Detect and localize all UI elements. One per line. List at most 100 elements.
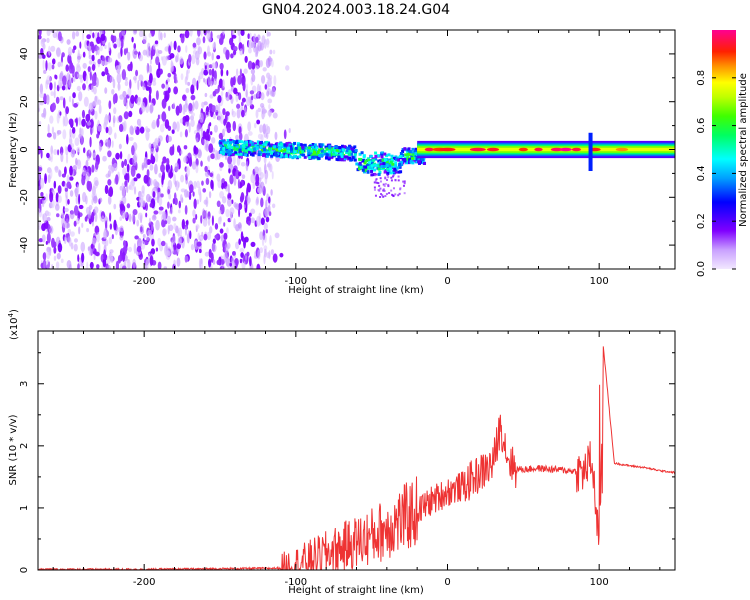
spectrogram-cell [282,152,286,156]
spectrogram-cell [168,224,174,232]
spectrogram-cell [278,144,282,148]
spectrogram-cell [102,231,108,240]
y-tick-label: 1 [19,505,30,511]
spectrogram-cell [267,98,273,104]
spectrogram-cell [351,156,355,160]
spectrogram-cell [198,258,202,269]
spectrogram-cell [126,134,129,145]
spectrogram-cell [174,76,177,83]
spectrogram-cell [71,98,74,107]
spectrogram-cell [201,101,205,108]
spectrogram-cell [246,83,249,91]
spectrogram-cell [211,215,214,226]
spectrogram-cell [202,130,206,140]
spectrogram-cell [240,162,246,167]
spectrogram-cell [258,41,261,46]
spectrogram-cell [315,146,319,150]
spectrogram-cell [334,145,338,149]
spectrogram-cell [54,165,59,173]
spectrogram-cell [389,167,393,171]
spectrogram-cell [124,211,128,219]
spectrogram-cell [379,163,383,167]
spectrogram-cell [82,51,86,58]
spectrogram-cell [385,163,389,167]
spectrogram-cell [234,141,238,145]
spectrogram-cell [268,144,272,148]
spectrogram-cell [204,210,208,221]
spectrogram-cell [341,148,345,152]
spectrogram-cell [82,191,87,203]
spectrogram-cell [216,259,221,265]
spectrogram-cell [190,243,195,251]
spectrogram-cell [246,145,250,149]
spectrogram-cell [190,84,195,95]
spectrogram-cell [224,141,228,145]
spectrogram-cell [193,180,197,190]
spectrogram-cell [377,172,381,176]
spectrogram-cell [407,152,411,156]
spectrogram-cell [251,143,255,147]
spectrogram-cell [407,161,411,165]
spectrogram-cell [294,155,298,159]
spectrogram-cell [318,153,322,157]
spectrogram-cell [351,147,355,151]
spectrogram-cell [89,118,94,129]
spectrogram-cell [153,210,159,215]
spectrogram-cell [287,146,291,150]
spectrogram-cell [218,210,222,215]
y-tick-label: -40 [19,237,30,253]
spectrogram-cell [229,151,233,155]
spectrogram-cell [285,65,290,71]
spectrogram-cell [55,96,60,104]
spectrogram-cell [93,206,99,214]
spectrogram-cell [186,69,190,74]
spectrogram-cell [169,53,175,59]
spectrogram-cell [76,63,81,68]
spectrogram-cell [214,104,219,113]
spectrogram-cell [225,111,230,117]
spectrogram-cell [76,217,80,225]
spectrogram-cell [130,166,136,177]
spectrogram-cell [369,166,373,170]
spectrogram-cell [53,81,57,91]
spectrogram-cell [382,189,385,192]
spectrogram-cell [46,152,50,159]
spectrogram-cell [190,119,195,128]
spectrogram-cell [68,51,72,57]
spectrogram-cell [194,100,199,110]
spectrogram-cell [191,54,196,65]
spectrogram-cell [334,151,338,155]
spectrogram-cell [277,148,281,152]
spectrogram-cell [203,69,209,76]
snr-xlabel: Height of straight line (km) [288,585,424,596]
spectrogram-cell [390,179,393,182]
spectrogram-cell [534,147,543,152]
spectrogram-cell [374,194,377,197]
spectrogram-cell [247,150,251,154]
spectrogram-cell [207,45,210,55]
spectrogram-cell [270,154,274,158]
spectrogram-cell [243,204,246,209]
spectrogram-cell [208,191,212,199]
spectrogram-cell [224,152,228,156]
spectrogram-cell [400,163,404,167]
spectrogram-cell [161,55,167,66]
spectrogram-cell [63,115,69,127]
spectrogram-cell [486,147,500,152]
spectrogram-cell [87,121,92,126]
spectrogram-cell [391,175,394,178]
spectrogram-cell [394,193,397,196]
spectrogram-cell [284,146,288,150]
spectrogram-cell [107,150,112,158]
y-tick-label: 0 [19,567,30,573]
spectrogram-cell [255,173,260,185]
spectrogram-cell [253,122,257,129]
spectrogram-cell [126,163,130,173]
spectrogram-cell [90,126,93,136]
snr-multiplier-close: ) [9,309,20,313]
spectrogram-cell [106,139,111,150]
spectrogram-cell [353,155,357,159]
spectrogram-cell [67,199,70,205]
spectrogram-cell [267,142,271,146]
spectrogram-cell [274,152,278,156]
